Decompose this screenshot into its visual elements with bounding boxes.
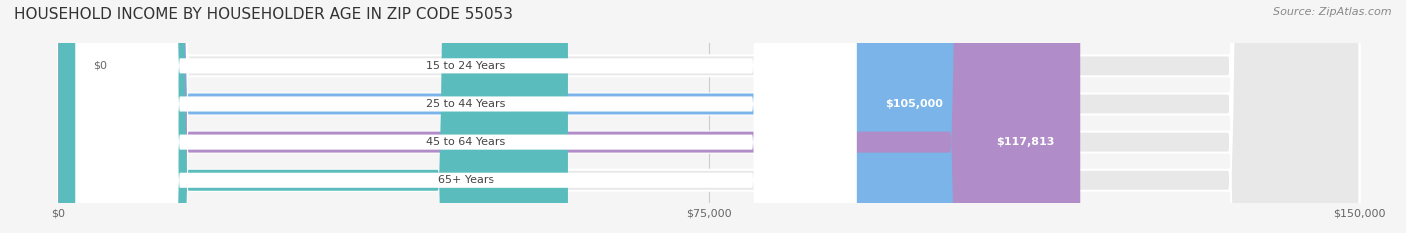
- Text: HOUSEHOLD INCOME BY HOUSEHOLDER AGE IN ZIP CODE 55053: HOUSEHOLD INCOME BY HOUSEHOLDER AGE IN Z…: [14, 7, 513, 22]
- FancyBboxPatch shape: [59, 0, 568, 233]
- Text: $0: $0: [93, 61, 107, 71]
- FancyBboxPatch shape: [59, 0, 1080, 233]
- FancyBboxPatch shape: [76, 0, 856, 233]
- Text: 25 to 44 Years: 25 to 44 Years: [426, 99, 506, 109]
- FancyBboxPatch shape: [59, 0, 1360, 233]
- Text: $117,813: $117,813: [995, 137, 1054, 147]
- FancyBboxPatch shape: [59, 0, 1360, 233]
- FancyBboxPatch shape: [76, 0, 856, 233]
- Text: $58,750: $58,750: [492, 175, 541, 185]
- Text: 65+ Years: 65+ Years: [437, 175, 494, 185]
- FancyBboxPatch shape: [59, 0, 1360, 233]
- FancyBboxPatch shape: [76, 0, 856, 233]
- Text: 45 to 64 Years: 45 to 64 Years: [426, 137, 506, 147]
- Text: $105,000: $105,000: [886, 99, 943, 109]
- FancyBboxPatch shape: [59, 0, 1360, 233]
- FancyBboxPatch shape: [59, 0, 969, 233]
- FancyBboxPatch shape: [76, 0, 856, 233]
- Text: 15 to 24 Years: 15 to 24 Years: [426, 61, 506, 71]
- Text: Source: ZipAtlas.com: Source: ZipAtlas.com: [1274, 7, 1392, 17]
